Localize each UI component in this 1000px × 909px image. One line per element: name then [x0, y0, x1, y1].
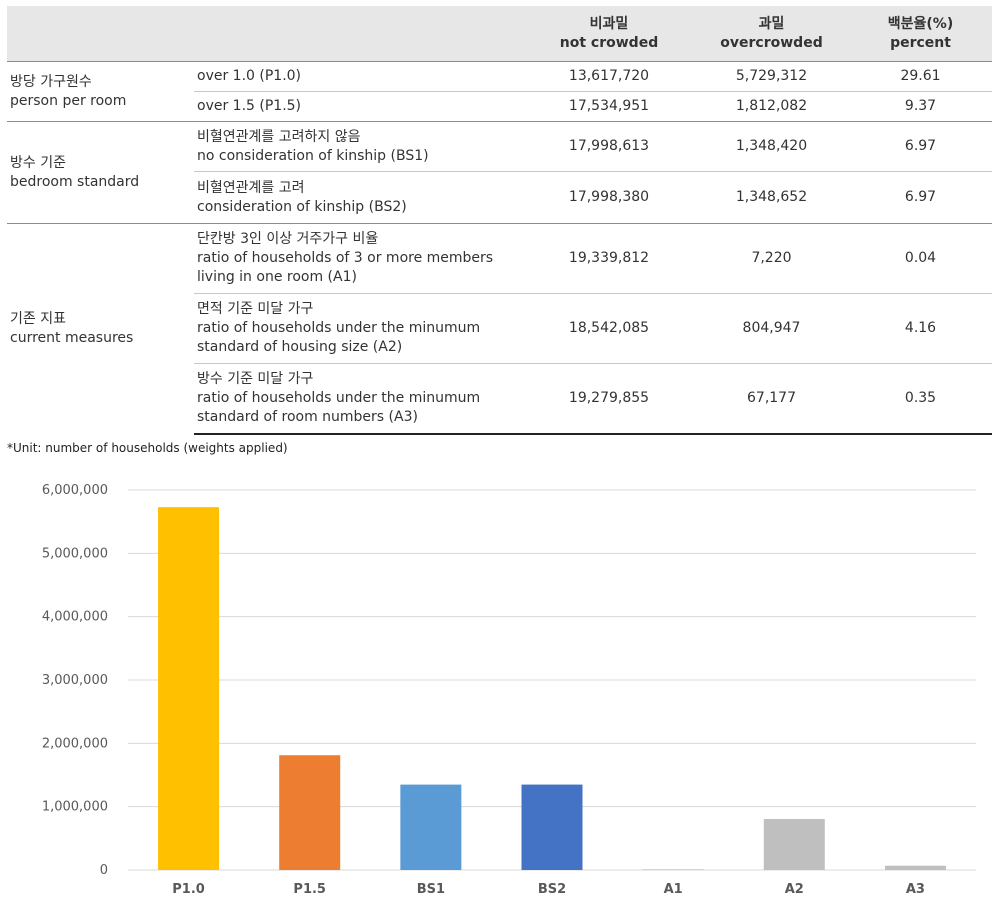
- x-tick-label: A1: [664, 882, 683, 897]
- table-header-row: 비과밀 not crowded 과밀 overcrowded 백분율(%) perce…: [7, 6, 992, 62]
- percent-cell: 0.04: [849, 223, 992, 294]
- overcrowded-cell: 1,348,420: [694, 121, 849, 172]
- y-tick-label: 5,000,000: [42, 546, 108, 561]
- measure-cell: over 1.5 (P1.5): [194, 91, 524, 122]
- table-row: over 1.5 (P1.5) 17,534,951 1,812,082 9.37: [7, 91, 992, 122]
- bar-bs2: [521, 784, 583, 870]
- x-tick-label: A3: [906, 882, 925, 897]
- bars: [158, 507, 946, 870]
- overcrowded-cell: 1,348,652: [694, 171, 849, 224]
- not-crowded-cell: 17,998,380: [524, 171, 694, 224]
- x-tick-label: A2: [785, 882, 804, 897]
- header-not-crowded: 비과밀 not crowded: [524, 6, 694, 62]
- table-row: 기존 지표 current measures 단칸방 3인 이상 거주가구 비율 ra…: [7, 223, 992, 434]
- not-crowded-cell: 19,339,812: [524, 223, 694, 294]
- percent-cell: 0.35: [849, 363, 992, 435]
- percent-cell: 9.37: [849, 91, 992, 122]
- x-tick-label: BS1: [417, 882, 445, 897]
- table-row: 방당 가구원수 person per room over 1.0 (P1.0) 13,…: [7, 61, 992, 122]
- measure-cell: 면적 기준 미달 가구 ratio of households under the…: [194, 293, 524, 364]
- bar-chart: 0 1,000,000 2,000,000 3,000,000 4,000,000 5,0…: [42, 483, 976, 897]
- overcrowded-cell: 804,947: [694, 293, 849, 364]
- measure-cell: 단칸방 3인 이상 거주가구 비율 ratio of households of …: [194, 223, 524, 294]
- x-axis-ticks: P1.0 P1.5 BS1 BS2 A1 A2 A3: [172, 882, 925, 897]
- overcrowding-table: 비과밀 not crowded 과밀 overcrowded 백분율(%) perce…: [7, 6, 992, 435]
- group-label: 기존 지표 current measures: [7, 223, 194, 434]
- not-crowded-cell: 19,279,855: [524, 363, 694, 435]
- x-tick-label: P1.0: [172, 882, 205, 897]
- measure-cell: 비혈연관계를 고려하지 않음 no consideration of kinshi…: [194, 121, 524, 172]
- y-tick-label: 3,000,000: [42, 673, 108, 688]
- bar-a2: [763, 819, 825, 870]
- measure-cell: 비혈연관계를 고려 consideration of kinship (BS2): [194, 171, 524, 224]
- table-row: 방수 기준 bedroom standard 비혈연관계를 고려하지 않음 no co…: [7, 121, 992, 224]
- y-tick-label: 2,000,000: [42, 736, 108, 751]
- measure-cell: 방수 기준 미달 가구 ratio of households under the…: [194, 363, 524, 435]
- bar-p1-5: [279, 755, 341, 870]
- table-row: 면적 기준 미달 가구 ratio of households under the…: [7, 293, 992, 364]
- y-tick-label: 6,000,000: [42, 483, 108, 498]
- percent-cell: 4.16: [849, 293, 992, 364]
- overcrowded-cell: 67,177: [694, 363, 849, 435]
- percent-cell: 29.61: [849, 61, 992, 92]
- overcrowded-cell: 1,812,082: [694, 91, 849, 122]
- measure-cell: over 1.0 (P1.0): [194, 61, 524, 92]
- gridlines: [128, 489, 976, 871]
- header-measure: [194, 6, 524, 62]
- x-tick-label: P1.5: [293, 882, 326, 897]
- x-tick-label: BS2: [538, 882, 566, 897]
- bar-p1-0: [158, 507, 220, 870]
- table-body: 방당 가구원수 person per room over 1.0 (P1.0) 13,…: [7, 61, 992, 435]
- header-overcrowded: 과밀 overcrowded: [694, 6, 849, 62]
- percent-cell: 6.97: [849, 121, 992, 172]
- y-tick-label: 4,000,000: [42, 610, 108, 625]
- not-crowded-cell: 17,998,613: [524, 121, 694, 172]
- not-crowded-cell: 18,542,085: [524, 293, 694, 364]
- header-category: [7, 6, 194, 62]
- y-tick-label: 0: [100, 863, 108, 878]
- table-row: 비혈연관계를 고려 consideration of kinship (BS2) 1…: [7, 171, 992, 224]
- overcrowded-cell: 5,729,312: [694, 61, 849, 92]
- unit-note: *Unit: number of households (weights app…: [7, 441, 288, 455]
- not-crowded-cell: 17,534,951: [524, 91, 694, 122]
- y-axis-ticks: 0 1,000,000 2,000,000 3,000,000 4,000,000 5,0…: [42, 483, 108, 878]
- header-percent: 백분율(%) percent: [849, 6, 992, 62]
- table-row: 방수 기준 미달 가구 ratio of households under the…: [7, 363, 992, 435]
- not-crowded-cell: 13,617,720: [524, 61, 694, 92]
- bar-bs1: [400, 784, 462, 870]
- percent-cell: 6.97: [849, 171, 992, 224]
- bar-a3: [884, 865, 946, 870]
- y-tick-label: 1,000,000: [42, 800, 108, 815]
- overcrowded-cell: 7,220: [694, 223, 849, 294]
- group-label: 방수 기준 bedroom standard: [7, 121, 194, 224]
- group-label: 방당 가구원수 person per room: [7, 61, 194, 122]
